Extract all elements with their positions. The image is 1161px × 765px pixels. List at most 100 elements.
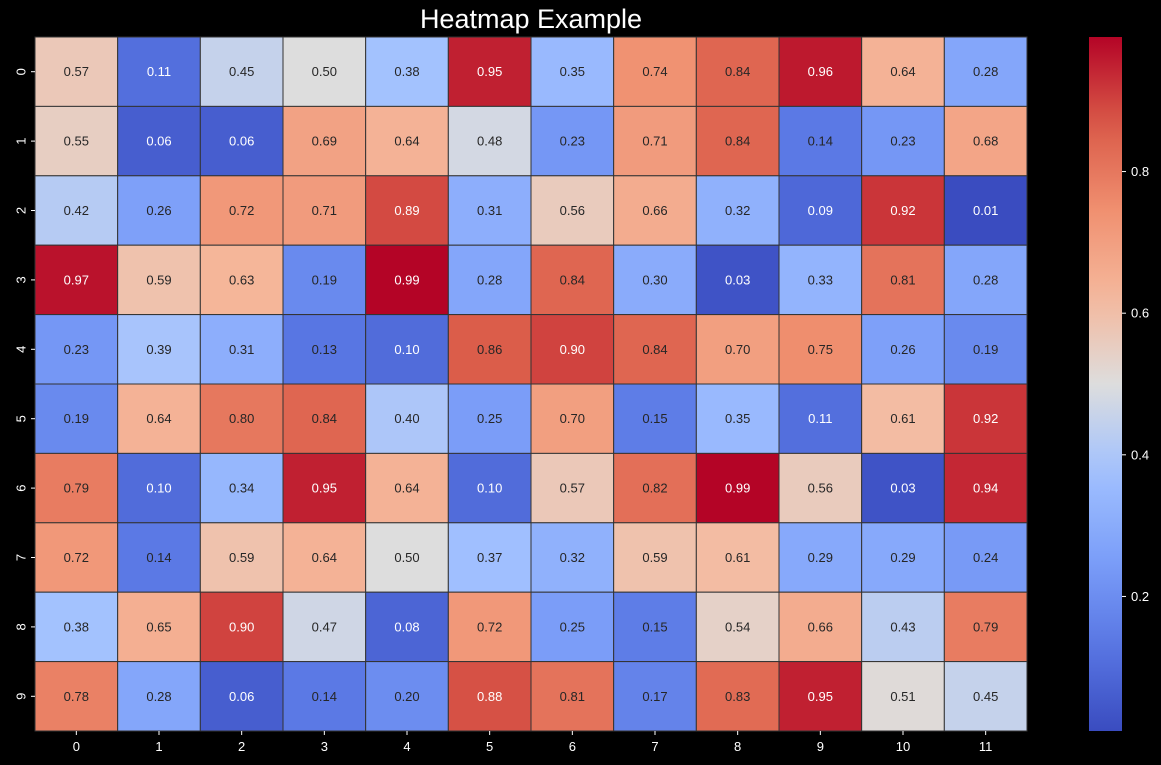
heatmap-cell: 0.89 (365, 175, 449, 246)
cell-rect (943, 175, 1028, 246)
cell-rect (613, 244, 697, 316)
cell-rect (613, 36, 697, 107)
cell-label: 0.68 (973, 134, 998, 149)
heatmap-cell: 0.15 (613, 383, 697, 454)
heatmap-cell: 0.37 (447, 522, 532, 593)
cell-rect (447, 105, 532, 177)
cell-rect (34, 522, 119, 593)
cell-label: 0.59 (229, 550, 254, 565)
heatmap-cell: 0.15 (613, 591, 697, 663)
heatmap-cell: 0.11 (778, 383, 863, 454)
cell-label: 0.45 (973, 689, 998, 704)
cell-label: 0.23 (890, 134, 915, 149)
heatmap-cell: 0.56 (778, 452, 863, 524)
cell-rect (613, 314, 697, 385)
cell-label: 0.94 (973, 481, 998, 496)
heatmap-cell: 0.51 (861, 661, 945, 732)
cell-rect (199, 522, 284, 593)
cell-label: 0.95 (312, 481, 337, 496)
cell-rect (861, 314, 945, 385)
cell-rect (778, 522, 863, 593)
heatmap-cell: 0.86 (447, 314, 532, 385)
heatmap-cell: 0.72 (34, 522, 119, 593)
cell-rect (530, 383, 615, 454)
cell-label: 0.19 (973, 342, 998, 357)
heatmap-cell: 0.55 (34, 105, 119, 177)
cell-label: 0.72 (64, 550, 89, 565)
heatmap-cell: 0.24 (943, 522, 1028, 593)
cell-rect (613, 105, 697, 177)
cell-rect (117, 105, 201, 177)
cell-label: 0.59 (642, 550, 667, 565)
cell-label: 0.20 (394, 689, 419, 704)
cell-label: 0.72 (229, 203, 254, 218)
heatmap-cell: 0.65 (117, 591, 201, 663)
cell-rect (613, 383, 697, 454)
cell-label: 0.11 (808, 411, 832, 426)
cell-rect (943, 244, 1028, 316)
cell-label: 0.90 (560, 342, 585, 357)
cell-rect (530, 36, 615, 107)
heatmap-cell: 0.20 (365, 661, 449, 732)
cell-rect (778, 105, 863, 177)
cell-label: 0.06 (146, 134, 171, 149)
cell-rect (943, 522, 1028, 593)
cell-rect (447, 661, 532, 732)
heatmap-cell: 0.59 (613, 522, 697, 593)
heatmap-cell: 0.14 (282, 661, 367, 732)
cell-rect (365, 591, 449, 663)
cell-rect (365, 383, 449, 454)
cell-rect (365, 105, 449, 177)
heatmap-cell: 0.39 (117, 314, 201, 385)
heatmap-cell: 0.09 (778, 175, 863, 246)
heatmap-cell: 0.84 (695, 36, 780, 107)
heatmap-cell: 0.50 (282, 36, 367, 107)
heatmap-cell: 0.19 (943, 314, 1028, 385)
cell-label: 0.83 (725, 689, 750, 704)
cell-rect (282, 591, 367, 663)
cell-label: 0.26 (146, 203, 171, 218)
heatmap-cell: 0.68 (943, 105, 1028, 177)
heatmap-cell: 0.80 (199, 383, 284, 454)
cell-rect (613, 661, 697, 732)
y-tick-label: 9 (13, 693, 28, 700)
cell-rect (778, 36, 863, 107)
cell-label: 0.33 (808, 272, 833, 287)
cell-rect (530, 591, 615, 663)
x-tick-label: 7 (651, 739, 658, 754)
cell-label: 0.70 (560, 411, 585, 426)
x-tick-label: 1 (155, 739, 162, 754)
cell-label: 0.61 (890, 411, 915, 426)
cell-label: 0.29 (808, 550, 833, 565)
cell-rect (613, 452, 697, 524)
cell-rect (861, 175, 945, 246)
cell-label: 0.63 (229, 272, 254, 287)
cell-label: 0.72 (477, 619, 502, 634)
cell-label: 0.71 (312, 203, 337, 218)
cell-rect (943, 661, 1028, 732)
heatmap-cell: 0.84 (695, 105, 780, 177)
heatmap-cell: 0.23 (530, 105, 615, 177)
cell-rect (117, 175, 201, 246)
cell-label: 0.28 (477, 272, 502, 287)
heatmap-cell: 0.64 (365, 105, 449, 177)
cell-label: 0.19 (64, 411, 89, 426)
x-tick-label: 8 (734, 739, 741, 754)
heatmap-cell: 0.70 (695, 314, 780, 385)
cell-label: 0.14 (808, 134, 833, 149)
cell-rect (530, 522, 615, 593)
cell-label: 0.74 (642, 64, 667, 79)
cell-label: 0.25 (560, 619, 585, 634)
cell-rect (695, 105, 780, 177)
cell-label: 0.35 (560, 64, 585, 79)
cell-rect (613, 591, 697, 663)
cell-label: 0.24 (973, 550, 998, 565)
cell-rect (778, 314, 863, 385)
cell-label: 0.99 (394, 272, 419, 287)
heatmap-cell: 0.19 (34, 383, 119, 454)
y-tick-label: 1 (13, 137, 28, 144)
cell-rect (447, 452, 532, 524)
cell-label: 0.64 (394, 134, 419, 149)
cell-label: 0.31 (477, 203, 502, 218)
heatmap-cell: 0.83 (695, 661, 780, 732)
